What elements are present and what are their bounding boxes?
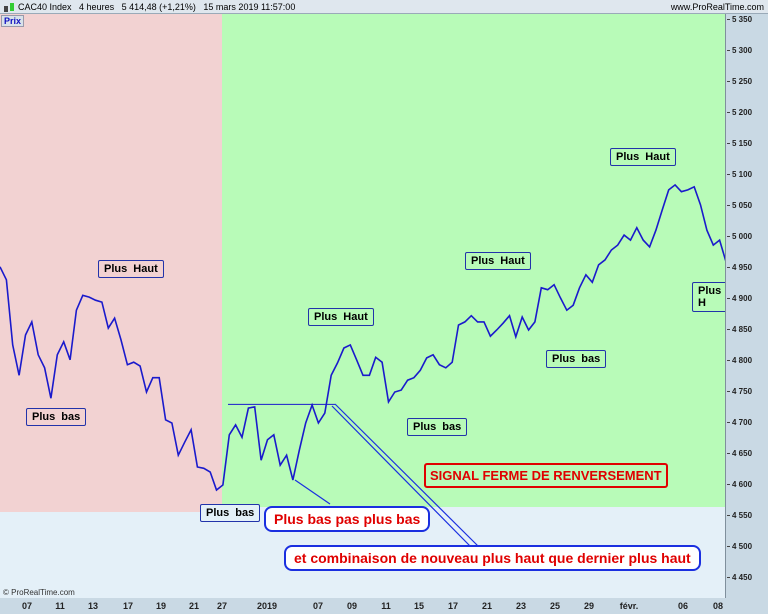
price-tick: 5 200 [727, 108, 752, 117]
date-tick: 17 [447, 601, 459, 611]
label-plus-haut-cut: Plus H [692, 282, 725, 312]
date-tick: 08 [712, 601, 724, 611]
date-tick: 13 [87, 601, 99, 611]
panel-label[interactable]: Prix [1, 15, 25, 27]
callout-lower-low: Plus bas pas plus bas [264, 506, 431, 532]
price-tick: 5 300 [727, 46, 752, 55]
price-tick: 5 250 [727, 77, 752, 86]
brand-link[interactable]: www.ProRealTime.com [670, 2, 764, 12]
date-tick: 21 [188, 601, 200, 611]
chart-title: CAC40 Index 4 heures 5 414,48 (+1,21%) 1… [18, 2, 296, 12]
date-tick: 15 [413, 601, 425, 611]
candlestick-logo-icon [4, 3, 14, 12]
label-plus-bas: Plus bas [407, 418, 468, 436]
label-plus-bas: Plus bas [26, 408, 87, 426]
price-line [0, 183, 725, 492]
callout-higher-high: et combinaison de nouveau plus haut que … [284, 545, 701, 571]
label-plus-haut: Plus Haut [610, 148, 676, 166]
price-tick: 4 750 [727, 387, 752, 396]
label-plus-bas: Plus bas [200, 504, 261, 522]
date-tick: 07 [21, 601, 33, 611]
copyright: © ProRealTime.com [3, 588, 75, 597]
date-tick: 06 [677, 601, 689, 611]
price-tick: 4 600 [727, 480, 752, 489]
date-tick: 27 [216, 601, 228, 611]
price-tick: 5 350 [727, 15, 752, 24]
price-tick: 4 850 [727, 325, 752, 334]
callout-pointer [334, 403, 479, 547]
reversal-signal-label: SIGNAL FERME DE RENVERSEMENT [424, 463, 668, 488]
chart-header: CAC40 Index 4 heures 5 414,48 (+1,21%) 1… [0, 0, 768, 14]
price-tick: 4 550 [727, 511, 752, 520]
date-tick: 17 [122, 601, 134, 611]
date-tick: 09 [346, 601, 358, 611]
date-tick: 11 [55, 601, 65, 611]
label-plus-haut: Plus Haut [98, 260, 164, 278]
price-tick: 4 500 [727, 542, 752, 551]
date-tick: 25 [549, 601, 561, 611]
label-plus-haut: Plus Haut [308, 308, 374, 326]
price-tick: 5 150 [727, 139, 752, 148]
label-plus-bas: Plus bas [546, 350, 607, 368]
price-tick: 4 950 [727, 263, 752, 272]
date-tick: 11 [381, 601, 391, 611]
price-chart[interactable]: Prix Plus Haut Plus bas Plus bas Plus Ha… [0, 14, 726, 598]
price-tick: 4 900 [727, 294, 752, 303]
price-tick: 5 100 [727, 170, 752, 179]
date-tick: 07 [312, 601, 324, 611]
time-axis[interactable]: 07 11 13 17 19 21 27 2019 07 09 11 15 17 21 23 25 29 févr… [0, 598, 726, 614]
date-tick: févr. [619, 601, 639, 611]
price-tick: 4 450 [727, 573, 752, 582]
date-tick: 2019 [256, 601, 278, 611]
label-plus-haut: Plus Haut [465, 252, 531, 270]
price-line-chart [0, 183, 725, 547]
price-tick: 5 050 [727, 201, 752, 210]
callout-pointer [294, 479, 331, 505]
date-tick: 23 [515, 601, 527, 611]
price-tick: 4 800 [727, 356, 752, 365]
price-tick: 4 650 [727, 449, 752, 458]
date-tick: 29 [583, 601, 595, 611]
date-tick: 19 [155, 601, 167, 611]
price-axis[interactable]: 5 350 5 300 5 250 5 200 5 150 5 100 5 050 5 000… [727, 14, 768, 598]
date-tick: 21 [481, 601, 493, 611]
callout-pointer [331, 405, 471, 547]
price-tick: 4 700 [727, 418, 752, 427]
price-tick: 5 000 [727, 232, 752, 241]
